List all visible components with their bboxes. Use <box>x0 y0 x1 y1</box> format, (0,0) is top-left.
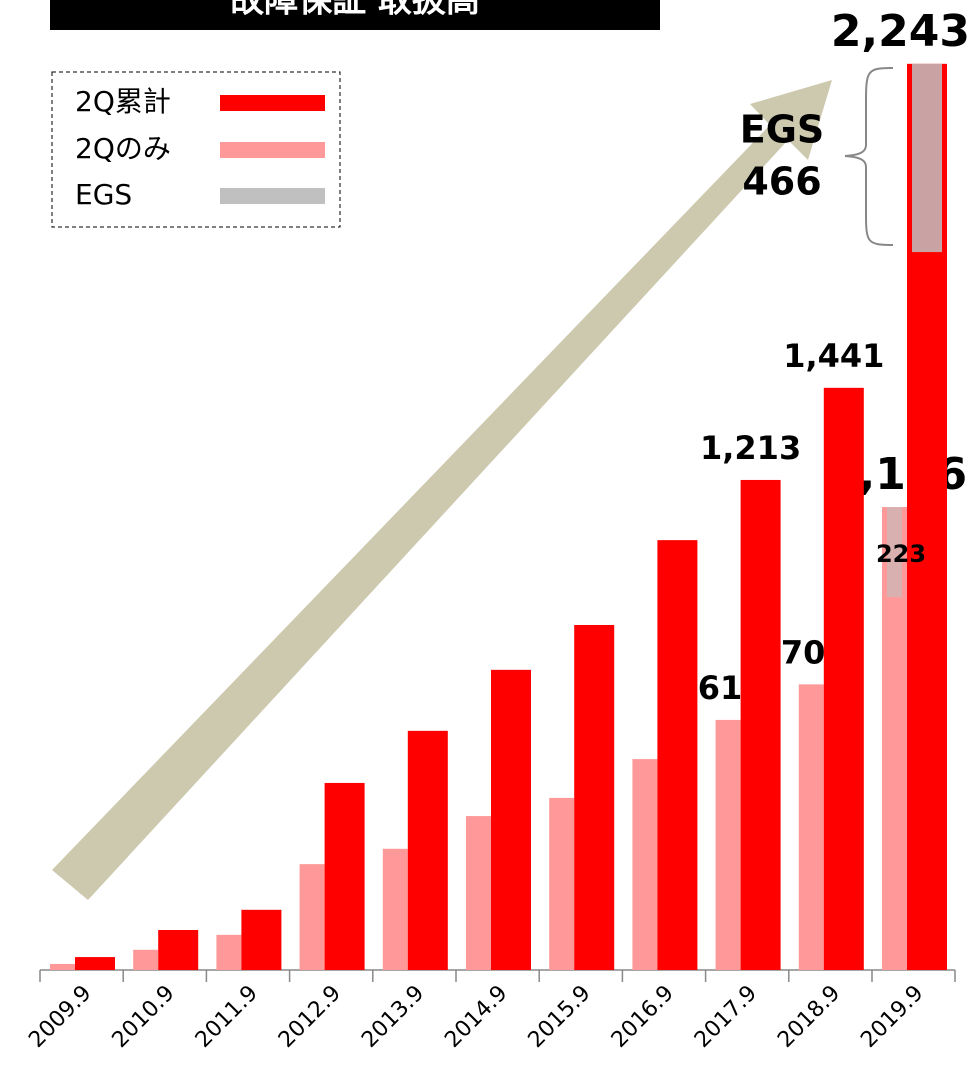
egs-brace <box>844 67 894 246</box>
x-tick-label: 2011.9 <box>191 981 263 1053</box>
bar <box>491 669 531 970</box>
bar <box>299 864 325 970</box>
x-tick-label: 2018.9 <box>773 981 845 1053</box>
egs-value: 466 <box>742 160 821 204</box>
chart-title: 故障保証 取扱高 <box>230 0 480 21</box>
bar <box>50 963 75 970</box>
bar <box>823 387 864 970</box>
x-tick-label: 2012.9 <box>274 981 346 1053</box>
bar <box>740 479 781 970</box>
x-tick-label: 2015.9 <box>524 981 596 1053</box>
x-tick-label: 2013.9 <box>357 981 429 1053</box>
egs-value: 223 <box>876 540 926 568</box>
egs-bar <box>887 507 902 598</box>
x-tick-label: 2017.9 <box>690 981 762 1053</box>
bar <box>324 782 365 970</box>
bar <box>407 730 448 970</box>
x-tick-label: 2016.9 <box>607 981 679 1053</box>
bar <box>657 540 698 970</box>
bar <box>75 957 115 970</box>
legend-label: EGS <box>75 178 132 211</box>
bar <box>574 624 615 970</box>
bar <box>632 759 658 970</box>
bar <box>216 934 242 970</box>
legend-label: 2Q累計 <box>75 85 171 118</box>
egs-label: EGS <box>740 108 825 152</box>
egs-bar <box>912 63 942 253</box>
value-label: 1,441 <box>783 337 884 375</box>
bar <box>158 930 199 970</box>
legend-swatch <box>220 142 325 158</box>
bar <box>549 797 575 970</box>
growth-arrow <box>52 80 832 900</box>
legend-box <box>51 71 341 228</box>
bar <box>798 684 824 970</box>
value-label: 2,243 <box>831 6 970 57</box>
legend-swatch <box>220 95 325 111</box>
legend-label: 2Qのみ <box>75 132 171 165</box>
bar <box>241 909 282 970</box>
value-label: 1,213 <box>700 429 801 467</box>
x-tick-label: 2014.9 <box>440 981 512 1053</box>
bar <box>466 816 491 970</box>
x-tick-label: 2019.9 <box>856 981 928 1053</box>
bar <box>133 949 159 970</box>
legend-swatch <box>220 188 325 204</box>
bar <box>715 719 741 970</box>
title-box <box>50 0 660 30</box>
bar <box>382 848 408 970</box>
x-tick-label: 2009.9 <box>24 981 96 1053</box>
x-tick-label: 2010.9 <box>108 981 180 1053</box>
